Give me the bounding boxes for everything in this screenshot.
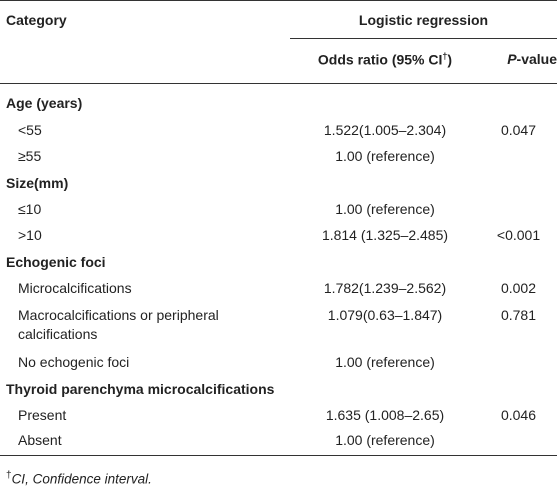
row-p: 0.002	[500, 280, 537, 296]
row-name: ≤10	[18, 201, 42, 217]
header-odds-ratio: Odds ratio (95% CI†)	[290, 51, 480, 68]
row-or: 1.00 (reference)	[335, 432, 435, 448]
row-or: 1.079(0.63–1.847)	[327, 307, 443, 323]
p-rest: -value	[516, 51, 557, 67]
group-rule	[290, 38, 557, 39]
footnote: †CI, Confidence interval.	[6, 470, 152, 487]
row-p: 0.047	[500, 122, 537, 138]
top-rule	[0, 0, 557, 1]
row-name: Absent	[18, 432, 62, 448]
odds-ratio-text: Odds ratio (95% CI	[317, 51, 443, 68]
section-label-echogenic: Echogenic foci	[6, 254, 106, 270]
header-category: Category	[6, 12, 67, 28]
header-p-value: P-value	[480, 51, 557, 67]
row-p: <0.001	[496, 227, 541, 243]
footnote-text: CI, Confidence interval.	[11, 471, 152, 487]
section-label-size: Size(mm)	[6, 175, 69, 191]
row-or: 1.00 (reference)	[335, 201, 435, 217]
row-p: 0.046	[500, 407, 537, 423]
bottom-rule	[0, 455, 557, 456]
row-name-line2: calcifications	[18, 326, 98, 342]
footnote-dagger: †	[6, 470, 12, 481]
row-p: 0.781	[500, 307, 537, 323]
row-or: 1.814 (1.325–2.485)	[321, 227, 449, 243]
row-name: No echogenic foci	[18, 354, 130, 370]
section-label-age: Age (years)	[6, 95, 83, 111]
row-or: 1.522(1.005–2.304)	[323, 122, 447, 138]
row-or: 1.00 (reference)	[335, 354, 435, 370]
header-rule	[0, 83, 557, 84]
row-or: 1.635 (1.008–2.65)	[325, 407, 445, 423]
row-or: 1.782(1.239–2.562)	[323, 280, 447, 296]
odds-ratio-dagger: †	[442, 51, 448, 61]
row-name: ≥55	[18, 148, 42, 164]
section-label-thyroid: Thyroid parenchyma microcalcifications	[6, 381, 275, 397]
row-or: 1.00 (reference)	[335, 148, 435, 164]
row-name: <55	[18, 122, 42, 138]
row-name: Microcalcifications	[18, 280, 132, 296]
row-name: Present	[18, 407, 67, 423]
p-italic: P	[507, 51, 517, 67]
row-name: Macrocalcifications or peripheral	[18, 307, 219, 323]
row-name: >10	[18, 227, 42, 243]
odds-ratio-close: )	[447, 51, 453, 68]
header-logistic-regression: Logistic regression	[358, 12, 489, 28]
